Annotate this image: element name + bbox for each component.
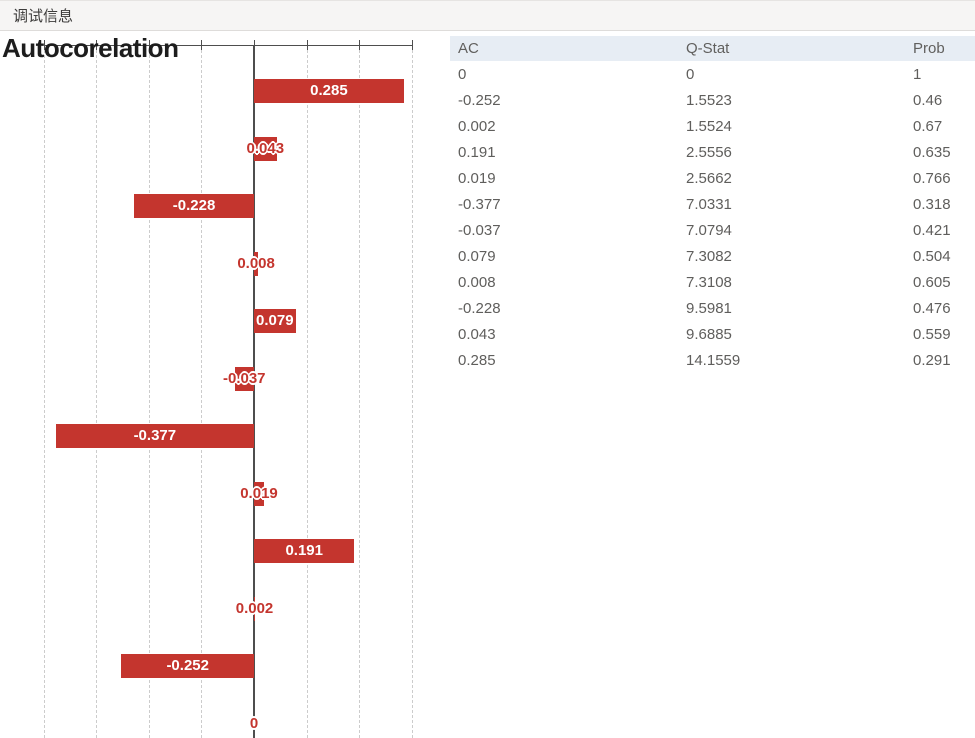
table-cell: 1 bbox=[913, 65, 922, 83]
table-cell: 2.5556 bbox=[686, 143, 732, 161]
table-cell: 0.67 bbox=[913, 117, 943, 135]
table-cell: -0.228 bbox=[458, 299, 501, 317]
bar[interactable] bbox=[254, 539, 355, 563]
table-row[interactable]: 0.008 7.3108 0.605 bbox=[450, 269, 975, 295]
table-cell: 0.476 bbox=[913, 299, 951, 317]
table-row[interactable]: 0.043 9.6885 0.559 bbox=[450, 321, 975, 347]
table-row[interactable]: -0.228 9.5981 0.476 bbox=[450, 295, 975, 321]
bar-label: 0.019 bbox=[240, 484, 278, 502]
table-row[interactable]: -0.252 1.5523 0.46 bbox=[450, 87, 975, 113]
table-cell: 0.002 bbox=[458, 117, 496, 135]
bar-label: -0.037 bbox=[222, 369, 266, 387]
titlebar-label: 调试信息 bbox=[13, 8, 74, 25]
bar[interactable] bbox=[134, 194, 254, 218]
table-cell: 7.0794 bbox=[686, 221, 732, 239]
bar[interactable] bbox=[254, 136, 277, 161]
table-cell: 7.0331 bbox=[686, 195, 732, 213]
bar-label: 0.002 bbox=[235, 599, 274, 617]
bar[interactable] bbox=[254, 596, 256, 621]
bar-label: 0.285 bbox=[310, 82, 348, 99]
table-cell: -0.377 bbox=[458, 195, 501, 213]
chart-title: Autocorelation bbox=[2, 33, 179, 63]
table-cell: 0.291 bbox=[913, 351, 951, 369]
bar[interactable] bbox=[254, 309, 296, 333]
bar-label: -0.228 bbox=[172, 197, 216, 214]
table-cell: 9.6885 bbox=[686, 325, 732, 343]
gridline bbox=[306, 45, 308, 738]
bar[interactable] bbox=[55, 424, 254, 448]
table-row[interactable]: 0 0 1 bbox=[450, 61, 975, 87]
table-row[interactable]: 0.285 14.1559 0.291 bbox=[450, 347, 975, 373]
table-cell: -0.252 bbox=[458, 91, 501, 109]
table-cell: 0.008 bbox=[458, 273, 496, 291]
table-cell: 2.5662 bbox=[686, 169, 732, 187]
table-cell: 0.043 bbox=[458, 325, 496, 343]
bar-label: 0 bbox=[249, 714, 259, 732]
bar-label: -0.377 bbox=[133, 427, 177, 444]
table-header-row: AC Q-Stat Prob bbox=[450, 36, 975, 61]
gridline bbox=[96, 45, 98, 738]
table-row[interactable]: -0.037 7.0794 0.421 bbox=[450, 217, 975, 243]
zero-axis-line bbox=[253, 45, 255, 738]
autocorrelation-chart: Autocorelation 0.285 0.043 -0.228 0.008 0.07… bbox=[0, 0, 450, 738]
gridline bbox=[411, 45, 413, 738]
gridline bbox=[201, 45, 203, 738]
stats-table: AC Q-Stat Prob 0 0 1 -0.252 1.5523 0.46 0.002 1… bbox=[450, 36, 975, 373]
gridline bbox=[148, 45, 150, 738]
bar[interactable] bbox=[254, 251, 259, 276]
table-cell: 0 bbox=[686, 65, 695, 83]
table-row[interactable]: 0.002 1.5524 0.67 bbox=[450, 113, 975, 139]
table-cell: 0.766 bbox=[913, 169, 951, 187]
bar-label: 0.191 bbox=[285, 542, 323, 559]
table-cell: 1.5524 bbox=[686, 117, 732, 135]
table-cell: 0.605 bbox=[913, 273, 951, 291]
table-cell: 0 bbox=[458, 65, 467, 83]
bar-label: 0.079 bbox=[256, 312, 294, 329]
gridline bbox=[43, 45, 45, 738]
column-header-ac[interactable]: AC bbox=[458, 40, 479, 57]
table-cell: 1.5523 bbox=[686, 91, 732, 109]
titlebar: 调试信息 bbox=[0, 0, 975, 31]
table-cell: 0.285 bbox=[458, 351, 496, 369]
table-cell: 0.019 bbox=[458, 169, 496, 187]
x-axis-line bbox=[43, 45, 412, 46]
bar-label: 0.008 bbox=[237, 254, 275, 272]
gridline bbox=[359, 45, 361, 738]
bar[interactable] bbox=[254, 79, 404, 103]
axis-tick bbox=[411, 40, 413, 50]
table-cell: 14.1559 bbox=[686, 351, 741, 369]
table-cell: 9.5981 bbox=[686, 299, 732, 317]
table-row[interactable]: 0.019 2.5662 0.766 bbox=[450, 165, 975, 191]
bar[interactable] bbox=[234, 366, 254, 391]
table-body: 0 0 1 -0.252 1.5523 0.46 0.002 1.5524 0.67 0.191 2… bbox=[450, 61, 975, 373]
table-row[interactable]: 0.079 7.3082 0.504 bbox=[450, 243, 975, 269]
table-row[interactable]: 0.191 2.5556 0.635 bbox=[450, 139, 975, 165]
table-row[interactable]: -0.377 7.0331 0.318 bbox=[450, 191, 975, 217]
bar-label: -0.252 bbox=[166, 657, 209, 674]
bar[interactable] bbox=[121, 654, 254, 678]
table-cell: 0.421 bbox=[913, 221, 951, 239]
table-cell: 0.191 bbox=[458, 143, 496, 161]
table-cell: 7.3082 bbox=[686, 247, 732, 265]
table-cell: 0.46 bbox=[913, 91, 943, 109]
bar-label: 0.043 bbox=[246, 139, 285, 157]
table-cell: 0.559 bbox=[913, 325, 951, 343]
table-cell: -0.037 bbox=[458, 221, 501, 239]
table-cell: 0.635 bbox=[913, 143, 951, 161]
bar[interactable] bbox=[254, 481, 264, 506]
column-header-qstat[interactable]: Q-Stat bbox=[686, 40, 730, 57]
table-cell: 0.079 bbox=[458, 247, 496, 265]
table-cell: 7.3108 bbox=[686, 273, 732, 291]
table-cell: 0.318 bbox=[913, 195, 951, 213]
table-cell: 0.504 bbox=[913, 247, 951, 265]
column-header-prob[interactable]: Prob bbox=[913, 40, 945, 57]
